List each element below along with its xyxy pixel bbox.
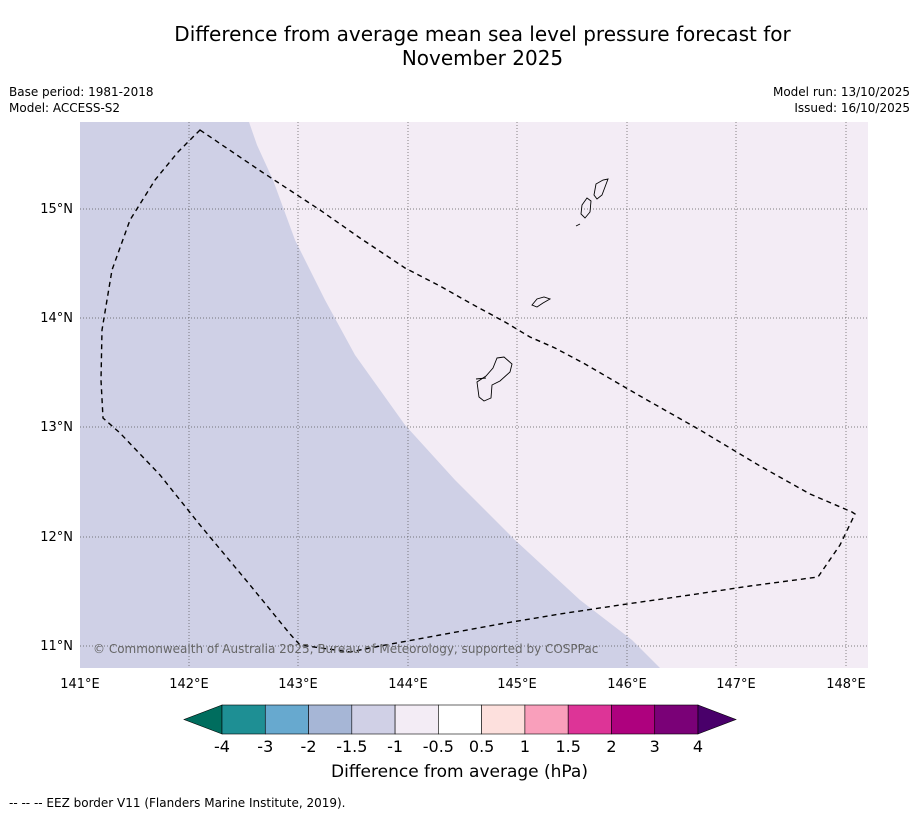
lon-label-143: 143°E bbox=[278, 677, 318, 692]
colorbar-extend-low bbox=[183, 704, 223, 735]
model-run: Model run: 13/10/2025 bbox=[772, 85, 910, 99]
colorbar-box-2 bbox=[308, 704, 353, 735]
lat-label-14: 14°N bbox=[40, 311, 73, 326]
lon-label-148: 148°E bbox=[826, 677, 866, 692]
colorbar-title: Difference from average (hPa) bbox=[331, 762, 588, 782]
colorbar-tick-label: -1 bbox=[387, 737, 404, 756]
lon-label-147: 147°E bbox=[716, 677, 756, 692]
colorbar-box-6 bbox=[481, 704, 526, 735]
title-line-2: November 2025 bbox=[401, 46, 564, 70]
copyright-text: © Commonwealth of Australia 2025, Bureau… bbox=[93, 642, 598, 656]
colorbar-box-7 bbox=[524, 704, 569, 735]
colorbar-box-8 bbox=[567, 704, 612, 735]
lat-label-15: 15°N bbox=[40, 202, 73, 217]
run-info: Model run: 13/10/2025 Issued: 16/10/2025 bbox=[773, 84, 910, 116]
colorbar-box-3 bbox=[351, 704, 396, 735]
colorbar bbox=[183, 704, 737, 735]
island-tinian bbox=[580, 197, 592, 219]
colorbar-tick-label: 0.5 bbox=[468, 737, 495, 756]
colorbar-box-5 bbox=[438, 704, 482, 735]
base-info: Base period: 1981-2018 Model: ACCESS-S2 bbox=[9, 84, 154, 116]
lat-label-12: 12°N bbox=[40, 530, 73, 545]
colorbar-extend-high bbox=[697, 704, 737, 735]
colorbar-box-4 bbox=[394, 704, 439, 735]
eez-legend-note: -- -- -- EEZ border V11 (Flanders Marine… bbox=[9, 796, 346, 810]
colorbar-box-10 bbox=[654, 704, 699, 735]
colorbar-tick-label: 1 bbox=[519, 737, 530, 756]
colorbar-tick-label: 1.5 bbox=[555, 737, 581, 756]
title-line-1: Difference from average mean sea level p… bbox=[174, 22, 791, 46]
colorbar-tick-label: -1.5 bbox=[336, 737, 368, 756]
island-aguijan bbox=[575, 223, 581, 227]
islands bbox=[475, 178, 609, 402]
colorbar-box-0 bbox=[221, 704, 266, 735]
base-period: Base period: 1981-2018 bbox=[9, 85, 154, 99]
colorbar-tick-label: 4 bbox=[692, 737, 704, 756]
lat-label-11: 11°N bbox=[40, 639, 73, 654]
lon-label-144: 144°E bbox=[388, 677, 428, 692]
colorbar-box-9 bbox=[611, 704, 656, 735]
lon-label-146: 146°E bbox=[607, 677, 647, 692]
island-rota bbox=[531, 296, 552, 308]
colorbar-tick-label: 3 bbox=[649, 737, 660, 756]
gridlines bbox=[80, 122, 868, 668]
chart-title: Difference from average mean sea level p… bbox=[80, 22, 885, 70]
island-guam bbox=[476, 356, 513, 402]
island-guam-reef bbox=[475, 377, 487, 380]
issued-date: Issued: 16/10/2025 bbox=[794, 101, 910, 115]
colorbar-tick-label: -3 bbox=[257, 737, 274, 756]
colorbar-tick-label: 2 bbox=[606, 737, 617, 756]
lon-label-145: 145°E bbox=[497, 677, 537, 692]
lon-label-141: 141°E bbox=[60, 677, 100, 692]
colorbar-tick-label: -2 bbox=[300, 737, 317, 756]
colorbar-tick-label: -4 bbox=[214, 737, 230, 756]
model-name: Model: ACCESS-S2 bbox=[9, 101, 121, 115]
field-minus-1-5-to-minus-1 bbox=[80, 122, 660, 668]
colorbar-box-1 bbox=[264, 704, 309, 735]
lon-label-142: 142°E bbox=[169, 677, 209, 692]
colorbar-tick-label: -0.5 bbox=[422, 737, 454, 756]
island-saipan bbox=[593, 178, 609, 200]
lat-label-13: 13°N bbox=[40, 420, 73, 435]
